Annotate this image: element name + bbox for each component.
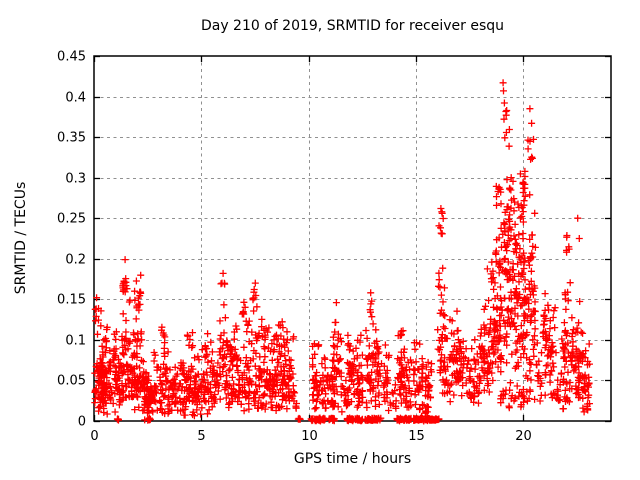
chart-title: Day 210 of 2019, SRMTID for receiver esq… [200, 18, 505, 34]
svg-text:0.25: 0.25 [57, 212, 86, 227]
svg-text:0.15: 0.15 [57, 293, 86, 308]
svg-text:0.35: 0.35 [57, 131, 86, 146]
svg-text:0: 0 [78, 415, 86, 430]
svg-text:0.45: 0.45 [57, 50, 86, 65]
scatter-data-markers [91, 79, 593, 425]
svg-text:10: 10 [301, 429, 318, 444]
svg-text:0.4: 0.4 [65, 91, 86, 106]
svg-text:0: 0 [90, 429, 98, 444]
svg-text:0.1: 0.1 [65, 334, 86, 349]
x-axis-label: GPS time / hours [293, 451, 412, 467]
svg-text:0.2: 0.2 [65, 253, 86, 268]
svg-text:0.3: 0.3 [65, 172, 86, 187]
svg-text:15: 15 [408, 429, 425, 444]
svg-text:20: 20 [515, 429, 532, 444]
svg-text:5: 5 [197, 429, 205, 444]
svg-text:0.05: 0.05 [57, 374, 86, 389]
tick-labels: 0 5 10 15 20 0 0.05 0.1 0.15 0.2 0.25 0.3 0.35 0.4 0.4… [57, 50, 532, 445]
